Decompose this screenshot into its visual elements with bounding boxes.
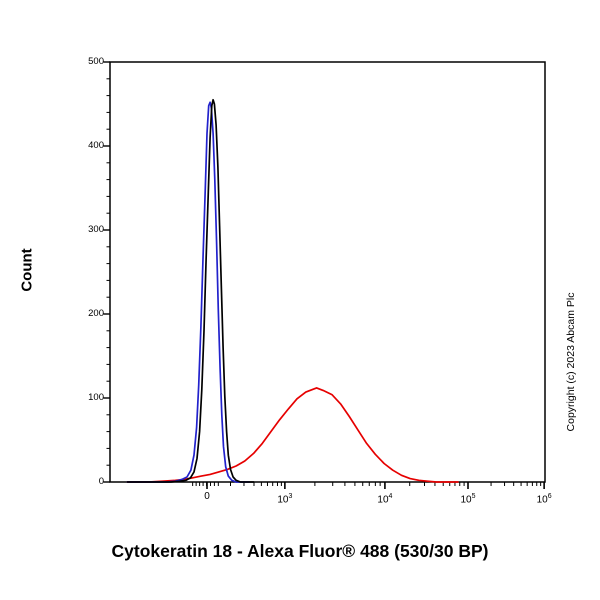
x-tick-label: 104: [377, 493, 393, 506]
curve-blue-curve: [126, 101, 251, 483]
x-tick-label: 0: [204, 491, 210, 502]
plot-border: [109, 61, 546, 483]
x-tick-label: 105: [460, 493, 476, 506]
copyright-text: Copyright (c) 2023 Abcam Plc: [565, 292, 577, 432]
y-tick-label: 400: [88, 140, 104, 151]
curve-red-curve: [126, 387, 459, 483]
y-tick-label: 200: [88, 308, 104, 319]
x-tick-label: 103: [277, 493, 293, 506]
y-tick-label: 100: [88, 392, 104, 403]
y-tick-label: 500: [88, 56, 104, 67]
curve-black-curve: [126, 98, 255, 483]
chart-title: Cytokeratin 18 - Alexa Fluor® 488 (530/3…: [111, 541, 489, 561]
x-tick-label: 106: [536, 493, 552, 506]
y-tick-label: 300: [88, 224, 104, 235]
y-tick-label: 0: [98, 476, 104, 487]
